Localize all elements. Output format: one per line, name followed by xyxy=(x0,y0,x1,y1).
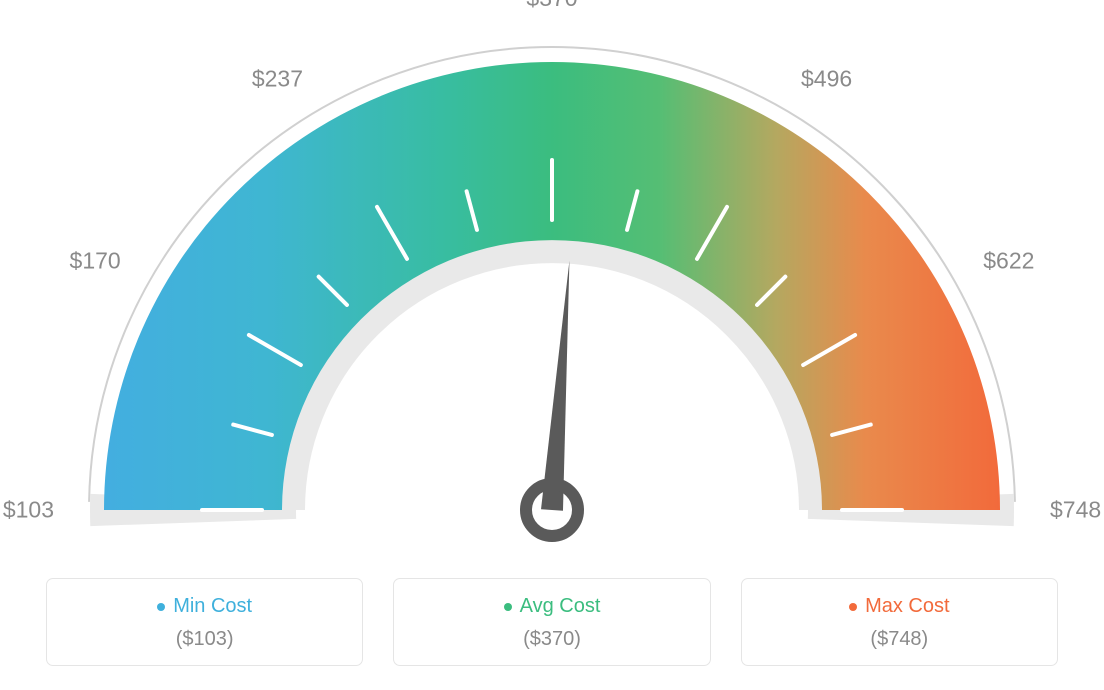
gauge-tick-label: $170 xyxy=(70,248,121,275)
legend-min-title: Min Cost xyxy=(157,595,252,618)
legend-avg-title: Avg Cost xyxy=(504,595,601,618)
legend-max-dot xyxy=(849,603,857,611)
gauge-chart: $103 $170 $237 $370 $496 $622 $748 xyxy=(0,0,1104,560)
gauge-tick-label: $496 xyxy=(801,65,852,92)
gauge-tick-label: $622 xyxy=(983,248,1034,275)
legend-avg-card: Avg Cost ($370) xyxy=(393,578,710,666)
legend-min-card: Min Cost ($103) xyxy=(46,578,363,666)
legend-max-title: Max Cost xyxy=(849,595,949,618)
gauge-tick-label: $370 xyxy=(526,0,577,12)
legend-avg-value: ($370) xyxy=(404,628,699,651)
legend-min-value: ($103) xyxy=(57,628,352,651)
gauge-tick-label: $103 xyxy=(3,497,54,524)
gauge-tick-label: $748 xyxy=(1050,497,1101,524)
legend-avg-title-text: Avg Cost xyxy=(520,595,601,618)
legend-max-title-text: Max Cost xyxy=(865,595,949,618)
legend-min-dot xyxy=(157,603,165,611)
legend-row: Min Cost ($103) Avg Cost ($370) Max Cost… xyxy=(0,578,1104,666)
legend-avg-dot xyxy=(504,603,512,611)
legend-max-value: ($748) xyxy=(752,628,1047,651)
legend-max-card: Max Cost ($748) xyxy=(741,578,1058,666)
gauge-tick-label: $237 xyxy=(252,65,303,92)
gauge-svg xyxy=(0,0,1104,560)
legend-min-title-text: Min Cost xyxy=(173,595,252,618)
